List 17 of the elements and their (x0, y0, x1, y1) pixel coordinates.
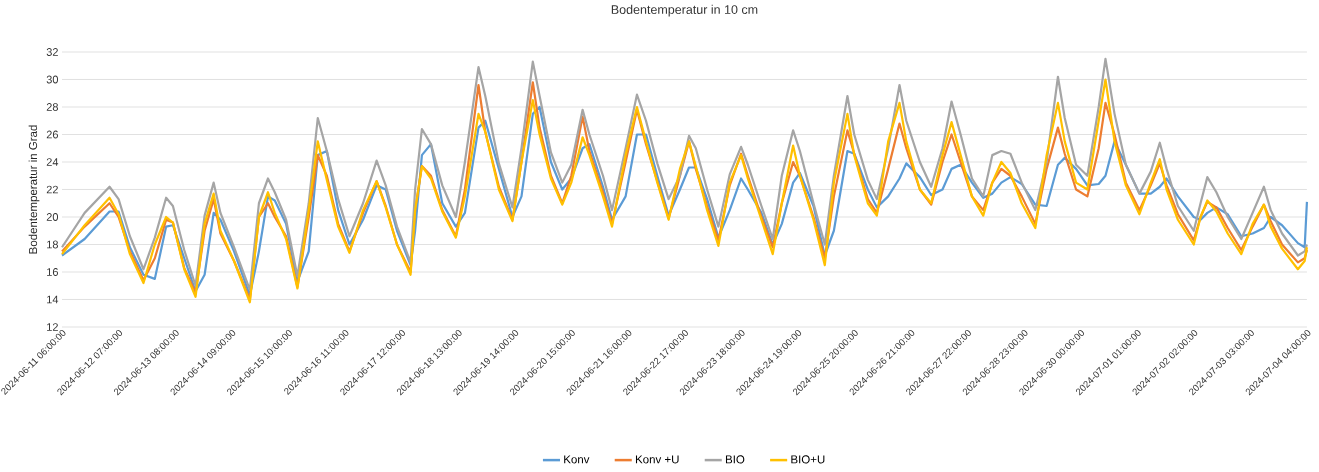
y-tick-label: 30 (46, 75, 59, 84)
y-tick-label: 26 (46, 130, 58, 139)
chart-title: Bodentemperatur in 10 cm (611, 4, 758, 17)
y-tick-label: 14 (47, 295, 59, 304)
y-tick-label: 32 (46, 48, 58, 56)
y-tick-label: 24 (46, 158, 59, 166)
y-tick-label: 20 (46, 213, 59, 221)
y-tick-label: 12 (47, 323, 58, 331)
y-tick-label: 28 (46, 103, 58, 111)
y-axis-title: Bodentemperatur in Grad (28, 125, 40, 254)
y-tick-label: 18 (47, 240, 58, 249)
y-tick-label: 16 (47, 268, 58, 276)
legend-label: Konv +U (635, 455, 679, 464)
legend-label: BIO+U (791, 455, 825, 464)
y-tick-label: 22 (46, 185, 58, 194)
legend-label: Konv (564, 455, 590, 464)
legend-label: BIO (725, 455, 745, 464)
